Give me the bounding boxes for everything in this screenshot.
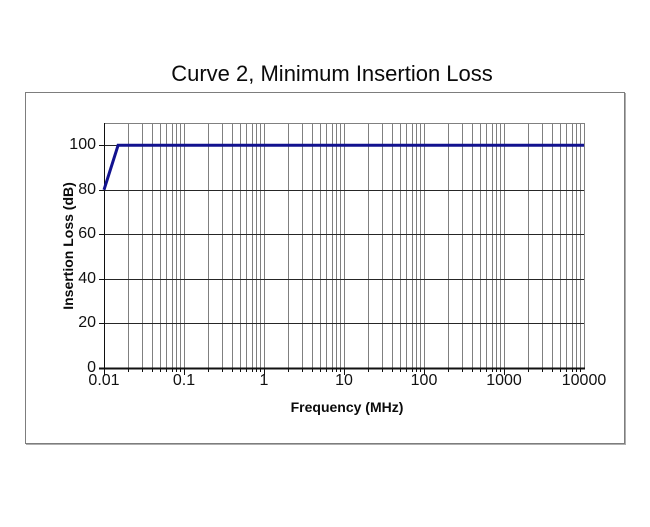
y-tick-label: 40 xyxy=(78,269,96,287)
y-axis-title: Insertion Loss (dB) xyxy=(60,182,76,310)
y-tick-label: 60 xyxy=(78,225,96,243)
x-tick-label: 1000 xyxy=(486,372,522,389)
y-tick-label: 80 xyxy=(78,180,96,198)
x-tick-label: 10 xyxy=(335,372,353,389)
x-axis-title: Frequency (MHz) xyxy=(290,399,404,415)
y-tick-label: 100 xyxy=(69,136,96,154)
y-tick-label: 20 xyxy=(78,314,96,332)
x-tick-label: 0.01 xyxy=(88,372,120,389)
data-curve xyxy=(102,143,584,191)
chart-title: Curve 2, Minimum Insertion Loss xyxy=(171,61,493,86)
y-tick-label: 0 xyxy=(87,359,96,376)
x-tick-label: 1 xyxy=(259,372,269,389)
chart-frame xyxy=(25,92,625,444)
x-tick-label: 100 xyxy=(410,372,438,389)
x-tick-label: 10000 xyxy=(561,372,607,389)
x-tick-label: 0.1 xyxy=(172,372,196,389)
